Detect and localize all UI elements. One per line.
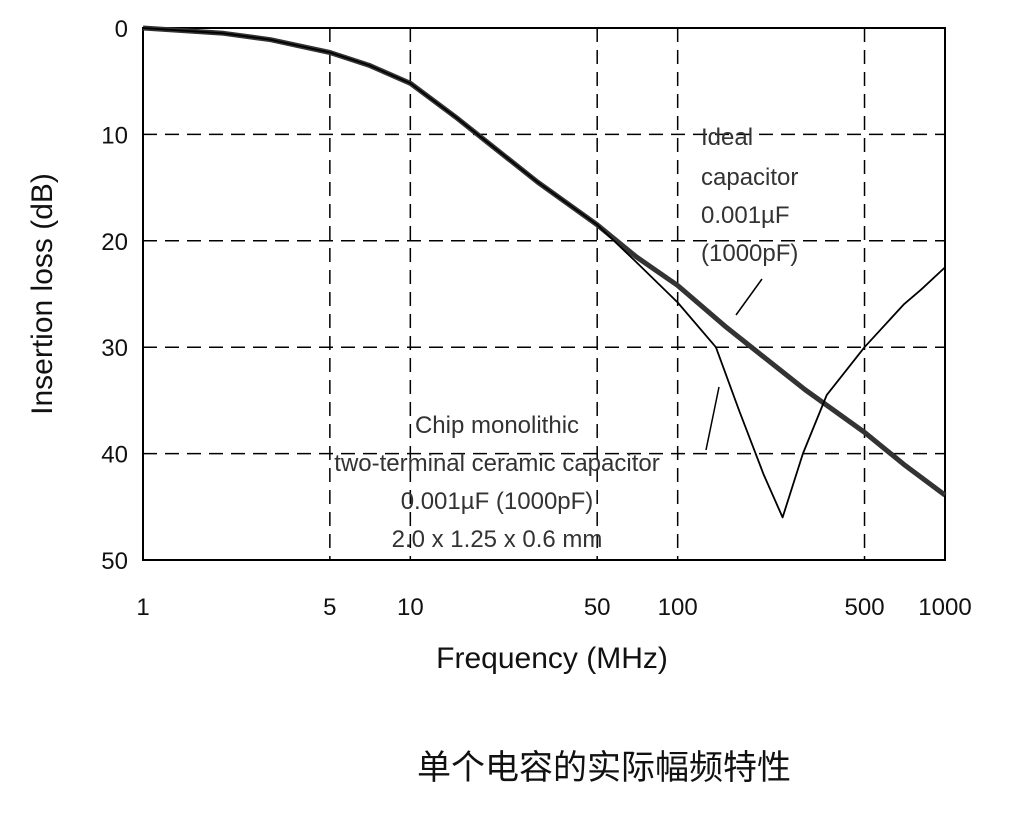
y-tick-label: 50 [101, 548, 128, 575]
ideal-annotation: Ideal capacitor 0.001µF (1000pF) [701, 124, 798, 267]
x-tick-label: 1000 [918, 594, 971, 621]
ticks: 0 10 20 30 40 50 1 5 10 50 100 500 1000 [101, 16, 971, 621]
x-tick-label: 10 [397, 594, 424, 621]
insertion-loss-chart: 0 10 20 30 40 50 1 5 10 50 100 500 1000 Frequency (M… [26, 16, 972, 675]
svg-text:two-terminal ceramic capacitor: two-terminal ceramic capacitor [334, 450, 659, 477]
svg-text:Chip monolithic: Chip monolithic [415, 412, 579, 439]
x-tick-label: 1 [136, 594, 149, 621]
chip-capacitor-line [142, 27, 946, 519]
svg-text:2.0 x 1.25 x 0.6 mm: 2.0 x 1.25 x 0.6 mm [392, 526, 603, 553]
grid [143, 28, 945, 560]
y-tick-label: 0 [115, 16, 128, 43]
y-tick-label: 40 [101, 442, 128, 469]
x-tick-label: 5 [323, 594, 336, 621]
y-tick-label: 20 [101, 229, 128, 256]
y-tick-label: 30 [101, 335, 128, 362]
y-tick-label: 10 [101, 122, 128, 149]
chip-annotation: Chip monolithic two-terminal ceramic cap… [334, 412, 659, 553]
chip-leader-line [705, 386, 720, 451]
x-tick-label: 100 [658, 594, 698, 621]
svg-text:0.001µF: 0.001µF [701, 202, 790, 229]
x-axis-label: Frequency (MHz) [436, 642, 668, 675]
x-tick-label: 50 [584, 594, 611, 621]
svg-text:Ideal: Ideal [701, 124, 753, 151]
svg-text:(1000pF): (1000pF) [701, 240, 798, 267]
plot-frame [142, 27, 946, 561]
ideal-leader-line [735, 278, 763, 316]
figure-caption: 单个电容的实际幅频特性 [417, 748, 791, 788]
x-tick-label: 500 [845, 594, 885, 621]
series [142, 25, 947, 519]
svg-text:0.001µF (1000pF): 0.001µF (1000pF) [401, 488, 594, 515]
y-axis-label: Insertion loss (dB) [26, 173, 59, 415]
svg-text:capacitor: capacitor [701, 164, 798, 191]
